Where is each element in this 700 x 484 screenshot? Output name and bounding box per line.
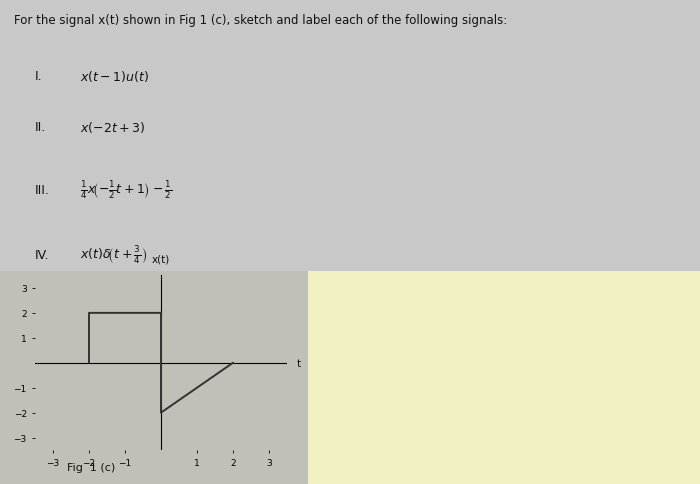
- Text: For the signal x(t) shown in Fig 1 (c), sketch and label each of the following s: For the signal x(t) shown in Fig 1 (c), …: [14, 14, 508, 27]
- Text: II.: II.: [35, 121, 46, 134]
- Text: Fig  1 (c): Fig 1 (c): [67, 462, 115, 472]
- Text: $x(t-1)u(t)$: $x(t-1)u(t)$: [80, 68, 150, 83]
- Text: $x(-2t+3)$: $x(-2t+3)$: [80, 120, 146, 135]
- Text: $\frac{1}{4}x\!\left(-\frac{1}{2}t+1\right)-\frac{1}{2}$: $\frac{1}{4}x\!\left(-\frac{1}{2}t+1\rig…: [80, 179, 173, 201]
- Text: IV.: IV.: [35, 248, 50, 261]
- Text: $x(t)\delta\!\left(t+\frac{3}{4}\right)$: $x(t)\delta\!\left(t+\frac{3}{4}\right)$: [80, 244, 148, 266]
- Text: III.: III.: [35, 183, 50, 196]
- Text: I.: I.: [35, 69, 43, 82]
- Text: x(t): x(t): [152, 254, 170, 264]
- Text: t: t: [297, 358, 301, 368]
